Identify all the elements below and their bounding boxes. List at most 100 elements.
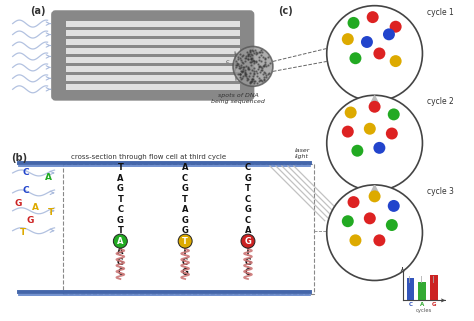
Circle shape xyxy=(369,101,381,113)
Point xyxy=(253,71,260,76)
Text: A: A xyxy=(117,247,124,256)
Bar xyxy=(65,48,240,54)
Text: cycle 1: cycle 1 xyxy=(428,8,454,17)
Circle shape xyxy=(351,145,364,157)
Point xyxy=(262,70,269,75)
Circle shape xyxy=(347,196,359,208)
Point xyxy=(256,70,264,75)
Text: G: G xyxy=(117,257,124,266)
Point xyxy=(258,67,265,72)
Point xyxy=(253,50,260,55)
Point xyxy=(242,54,250,59)
Point xyxy=(232,62,240,67)
Text: T: T xyxy=(118,226,123,235)
Point xyxy=(239,66,247,72)
Circle shape xyxy=(361,36,373,48)
Point xyxy=(242,56,250,61)
Text: G: G xyxy=(117,216,124,225)
Text: T: T xyxy=(19,228,26,237)
Point xyxy=(239,73,247,78)
Text: (a): (a) xyxy=(31,6,46,16)
Point xyxy=(257,48,265,53)
Text: G: G xyxy=(182,184,189,193)
Point xyxy=(259,63,267,68)
Point xyxy=(238,59,246,64)
Text: cross-section through flow cell at third cycle: cross-section through flow cell at third… xyxy=(71,154,226,160)
Point xyxy=(259,71,266,76)
Point xyxy=(259,54,267,59)
Circle shape xyxy=(374,234,385,246)
Text: G: G xyxy=(15,199,22,208)
Text: C: C xyxy=(245,163,251,172)
Text: cycles: cycles xyxy=(415,308,432,313)
Point xyxy=(241,72,249,77)
Circle shape xyxy=(369,190,381,202)
Point xyxy=(258,65,265,71)
Point xyxy=(262,75,270,80)
Point xyxy=(241,70,249,75)
Point xyxy=(261,59,269,65)
Text: A: A xyxy=(182,163,188,172)
Point xyxy=(232,65,240,70)
Text: cycle 3: cycle 3 xyxy=(428,187,454,196)
Text: G: G xyxy=(245,205,251,214)
Circle shape xyxy=(113,234,128,248)
Point xyxy=(250,66,257,71)
Point xyxy=(242,73,250,78)
Point xyxy=(260,78,268,83)
Point xyxy=(244,76,252,81)
Point xyxy=(264,72,272,77)
Point xyxy=(248,78,255,83)
Text: A: A xyxy=(245,226,251,235)
Circle shape xyxy=(374,48,385,59)
Point xyxy=(245,52,252,57)
Text: G: G xyxy=(432,302,437,308)
Point xyxy=(243,63,250,68)
FancyBboxPatch shape xyxy=(53,12,253,99)
Text: (b): (b) xyxy=(11,153,27,163)
Text: G: G xyxy=(245,174,251,183)
Circle shape xyxy=(390,55,401,67)
Point xyxy=(238,53,246,58)
Point xyxy=(244,49,251,55)
Point xyxy=(256,78,264,83)
Point xyxy=(266,60,274,65)
Point xyxy=(237,68,245,74)
Text: T: T xyxy=(245,184,251,193)
Circle shape xyxy=(367,11,379,23)
Point xyxy=(252,58,259,63)
Circle shape xyxy=(386,127,398,140)
Point xyxy=(250,78,258,83)
Text: C: C xyxy=(182,174,188,183)
Circle shape xyxy=(349,52,362,64)
Circle shape xyxy=(345,107,356,118)
Point xyxy=(255,76,263,81)
Text: A: A xyxy=(45,173,52,182)
Point xyxy=(245,66,253,72)
Point xyxy=(252,59,259,64)
Point xyxy=(246,48,254,54)
Point xyxy=(250,70,257,75)
Point xyxy=(260,64,267,69)
Point xyxy=(258,65,265,70)
Point xyxy=(256,63,264,68)
Bar xyxy=(63,164,314,294)
Point xyxy=(261,56,269,61)
Point xyxy=(241,73,249,78)
Circle shape xyxy=(233,47,273,86)
Text: C: C xyxy=(117,268,123,277)
Point xyxy=(245,54,252,59)
Point xyxy=(245,56,252,61)
Point xyxy=(246,71,254,76)
Point xyxy=(243,76,250,81)
Point xyxy=(260,69,268,74)
Point xyxy=(260,74,267,79)
Point xyxy=(247,59,255,64)
Point xyxy=(255,50,263,55)
Point xyxy=(236,71,243,76)
Circle shape xyxy=(342,126,354,138)
Circle shape xyxy=(347,17,359,29)
Point xyxy=(234,62,241,67)
Point xyxy=(248,79,256,84)
Text: G: G xyxy=(117,184,124,193)
